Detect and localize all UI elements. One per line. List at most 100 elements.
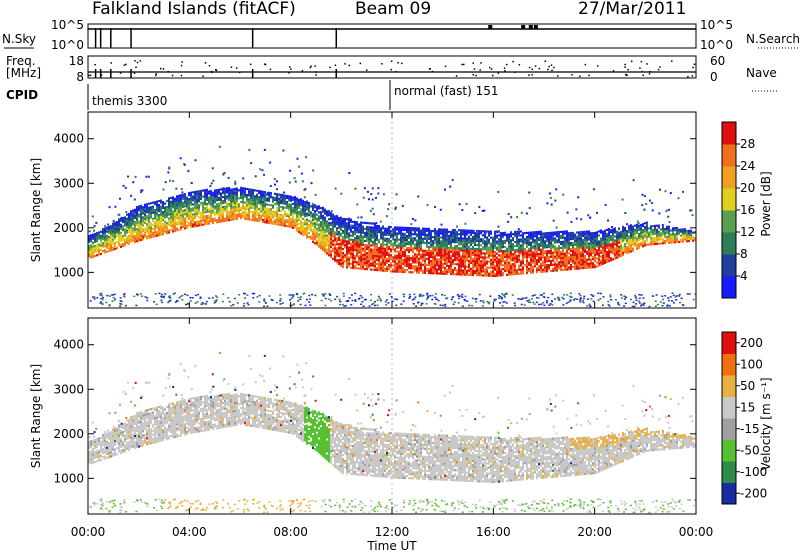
- power-cell: [98, 251, 100, 254]
- power-cell: [240, 186, 242, 190]
- power-cell: [218, 202, 220, 205]
- power-cell: [634, 234, 636, 237]
- nave-point: [155, 73, 158, 75]
- power-cell: [218, 220, 220, 223]
- power-cell: [314, 230, 316, 233]
- power-cell: [348, 262, 350, 265]
- power-cell: [568, 248, 570, 251]
- power-cell: [298, 204, 300, 208]
- power-cell: [156, 232, 158, 235]
- power-cell: [668, 227, 670, 230]
- power-cell: [106, 230, 108, 233]
- power-cell: [440, 248, 442, 251]
- power-cell: [650, 225, 652, 228]
- power-cell: [464, 265, 466, 268]
- power-cell: [418, 241, 420, 244]
- power-cell: [448, 236, 450, 239]
- power-cell: [170, 216, 172, 220]
- power-cell: [262, 220, 264, 223]
- power-cell: [570, 242, 572, 245]
- power-cell: [620, 242, 622, 245]
- power-cell: [636, 241, 638, 244]
- power-cell: [402, 268, 404, 271]
- power-cell: [226, 191, 228, 194]
- power-cell: [122, 224, 124, 228]
- power-cell: [496, 256, 498, 259]
- nave-point: [133, 72, 136, 74]
- power-cell: [302, 229, 304, 232]
- power-cell: [344, 232, 346, 235]
- power-cell: [150, 202, 152, 205]
- power-cell: [604, 243, 606, 246]
- power-cell: [208, 210, 210, 213]
- power-cell: [458, 253, 460, 256]
- power-cell: [670, 235, 672, 238]
- power-cell: [582, 230, 584, 234]
- power-cell: [350, 262, 352, 265]
- power-cell: [406, 260, 408, 264]
- power-cell: [510, 235, 512, 238]
- power-cell: [474, 233, 476, 237]
- power-cell: [568, 236, 570, 239]
- power-cell: [296, 213, 298, 216]
- power-cell: [320, 207, 322, 210]
- power-speckle: [676, 227, 679, 230]
- power-cell: [366, 260, 368, 263]
- power-cell: [510, 251, 512, 254]
- power-cell: [472, 257, 474, 261]
- power-cell: [470, 251, 472, 254]
- power-cell: [400, 254, 402, 257]
- power-cell: [590, 244, 592, 247]
- power-cell: [192, 195, 194, 198]
- power-cell: [596, 237, 598, 240]
- power-cell: [216, 199, 218, 202]
- power-cell: [472, 273, 474, 277]
- power-cell: [218, 210, 220, 213]
- power-speckle: [664, 190, 667, 193]
- power-cell: [188, 224, 190, 227]
- power-speckle: [643, 208, 646, 211]
- power-cell: [128, 224, 130, 228]
- power-cell: [378, 231, 380, 234]
- power-cell: [604, 241, 606, 244]
- power-cell: [328, 224, 330, 227]
- power-cell: [94, 250, 96, 254]
- power-cell: [594, 231, 596, 235]
- power-cell: [440, 252, 442, 255]
- power-cell: [450, 238, 452, 242]
- power-cell: [388, 239, 390, 243]
- power-cell: [234, 215, 236, 219]
- power-cell: [494, 258, 496, 261]
- power-cell: [418, 263, 420, 266]
- power-cell: [502, 272, 504, 275]
- power-cell: [286, 206, 288, 210]
- power-cell: [412, 227, 414, 230]
- power-cell: [360, 231, 362, 234]
- power-cell: [438, 244, 440, 247]
- power-cell: [604, 259, 606, 262]
- power-cell: [684, 230, 686, 233]
- power-cell: [374, 242, 376, 245]
- power-cell: [238, 215, 240, 218]
- power-cell: [370, 264, 372, 267]
- power-cell: [238, 205, 240, 208]
- power-cell: [522, 258, 524, 261]
- power-cell: [438, 262, 440, 265]
- power-cell: [110, 249, 112, 252]
- power-cell: [108, 229, 110, 233]
- nave-point: [512, 60, 514, 63]
- power-cell: [246, 195, 248, 199]
- power-cell: [336, 249, 338, 252]
- power-cell: [604, 231, 606, 234]
- power-cell: [444, 250, 446, 253]
- power-cell: [484, 272, 486, 275]
- power-cell: [410, 239, 412, 242]
- power-cell: [280, 205, 282, 209]
- power-cell: [676, 240, 678, 244]
- power-cell: [510, 253, 512, 256]
- power-cell: [562, 258, 564, 261]
- power-cell: [252, 202, 254, 206]
- power-cell: [490, 262, 492, 265]
- power-cell: [184, 203, 186, 206]
- power-cell: [498, 240, 500, 243]
